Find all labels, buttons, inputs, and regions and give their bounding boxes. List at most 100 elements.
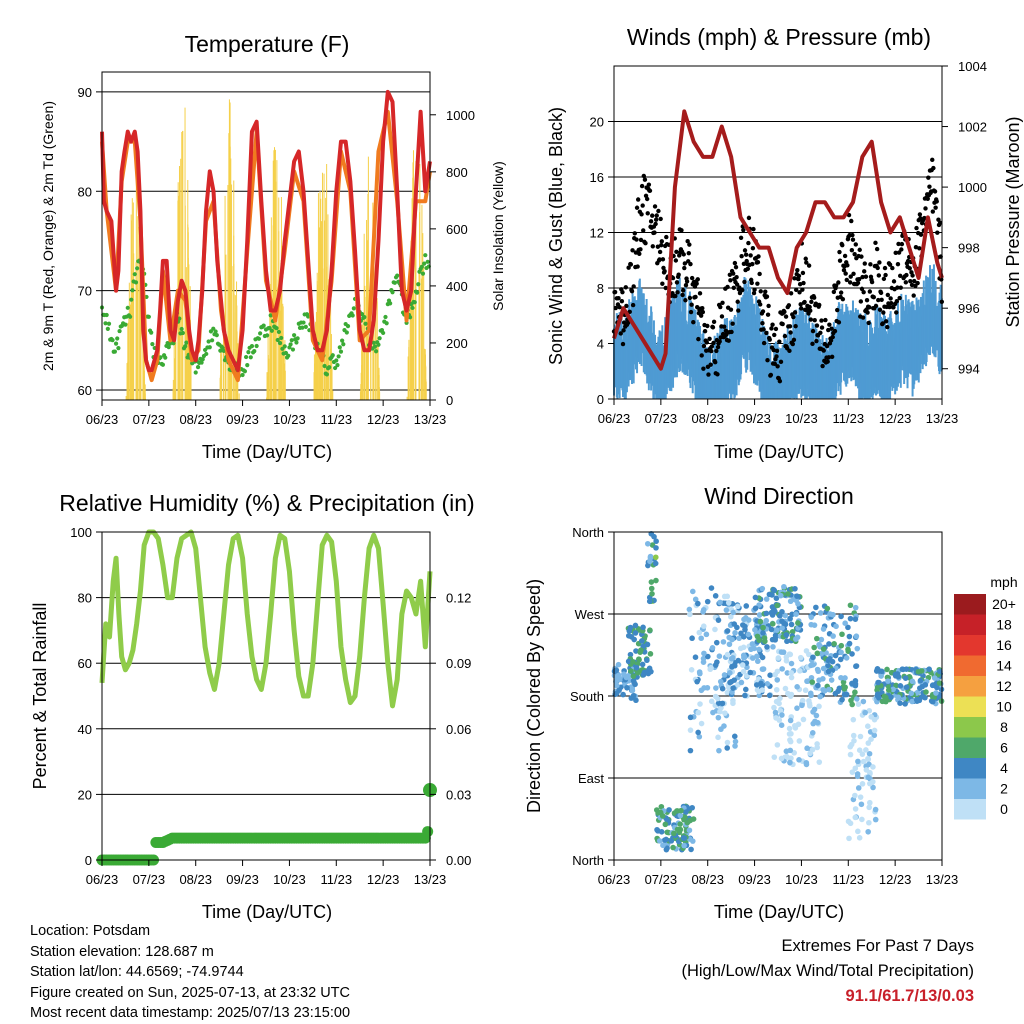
- direction-point: [821, 687, 828, 694]
- dewpoint-point: [283, 350, 289, 356]
- direction-point: [855, 758, 861, 765]
- direction-point: [704, 598, 711, 605]
- gust-point: [632, 231, 638, 236]
- gust-point: [635, 264, 640, 269]
- gust-point: [656, 208, 661, 214]
- gust-point: [918, 232, 924, 237]
- direction-point: [787, 598, 794, 605]
- gust-point: [858, 299, 864, 304]
- direction-point: [809, 679, 816, 685]
- direction-point: [700, 606, 707, 613]
- colorbar-label: 8: [1000, 719, 1008, 735]
- direction-point: [827, 611, 833, 617]
- gust-point: [660, 281, 665, 286]
- gust-point: [701, 366, 706, 371]
- gust-point: [728, 307, 734, 312]
- gust-point: [801, 280, 806, 286]
- dewpoint-point: [195, 364, 201, 370]
- direction-point: [817, 693, 823, 700]
- gust-point: [912, 278, 917, 284]
- direction-point: [832, 652, 839, 659]
- gust-point: [722, 324, 727, 329]
- y-tick-label: 70: [78, 284, 92, 299]
- gust-point: [895, 261, 901, 267]
- gust-point: [728, 278, 733, 283]
- dewpoint-point: [290, 347, 296, 352]
- gust-point: [833, 283, 839, 288]
- direction-point: [735, 657, 742, 664]
- direction-point: [769, 621, 776, 627]
- gust-point: [930, 157, 935, 163]
- dewpoint-point: [286, 353, 291, 358]
- direction-point: [814, 666, 821, 673]
- gust-point: [646, 182, 652, 187]
- colorbar-swatch: [954, 778, 986, 799]
- direction-plot-area: [611, 530, 945, 853]
- direction-point: [847, 602, 854, 609]
- gust-point: [652, 204, 658, 209]
- direction-point: [677, 812, 684, 819]
- direction-point: [855, 785, 862, 791]
- winds-title: Winds (mph) & Pressure (mb): [627, 24, 931, 50]
- gust-point: [809, 299, 814, 305]
- gust-point: [788, 291, 794, 296]
- direction-panel: Wind Direction NorthEastSouthWestNorth06…: [524, 483, 1018, 922]
- direction-point: [777, 592, 784, 599]
- dewpoint-point: [362, 315, 367, 320]
- x-tick-label: 07/23: [133, 412, 166, 427]
- gust-point: [883, 272, 888, 278]
- dewpoint-point: [279, 335, 284, 341]
- gust-point: [888, 296, 893, 301]
- direction-point: [781, 583, 787, 590]
- gust-point: [621, 328, 626, 333]
- gust-point: [702, 329, 708, 334]
- dewpoint-point: [345, 324, 351, 329]
- dewpoint-point: [243, 354, 249, 360]
- direction-point: [653, 538, 659, 545]
- direction-point: [720, 639, 727, 645]
- direction-point: [843, 691, 850, 698]
- temperature-plot-area: [99, 89, 432, 400]
- dewpoint-point: [337, 345, 342, 350]
- direction-point: [933, 690, 939, 696]
- direction-point: [613, 690, 620, 697]
- gust-point: [873, 303, 879, 309]
- gust-point: [739, 253, 744, 259]
- direction-point: [797, 668, 803, 674]
- direction-point: [743, 603, 750, 609]
- direction-point: [804, 745, 810, 752]
- gust-point: [782, 309, 787, 315]
- gust-point: [876, 273, 882, 278]
- direction-point: [879, 698, 886, 705]
- dewpoint-point: [289, 338, 294, 343]
- extremes-title: Extremes For Past 7 Days: [781, 937, 974, 955]
- direction-point: [756, 688, 762, 695]
- gust-point: [691, 319, 696, 325]
- gust-point: [874, 246, 880, 252]
- x-tick-label: 11/23: [320, 412, 352, 427]
- winds-xlabel: Time (Day/UTC): [714, 442, 844, 462]
- direction-point: [870, 784, 876, 791]
- y-tick-label: 0: [85, 853, 92, 868]
- dewpoint-point: [113, 341, 119, 346]
- dewpoint-point: [135, 266, 140, 271]
- direction-point: [648, 668, 654, 675]
- y-right-tick-label: 996: [958, 301, 980, 316]
- gust-point: [773, 326, 779, 332]
- y-tick-label: North: [572, 853, 604, 868]
- gust-point: [689, 275, 695, 281]
- direction-point: [787, 737, 793, 743]
- direction-point: [663, 836, 669, 843]
- dewpoint-point: [208, 329, 214, 334]
- direction-point: [893, 682, 899, 689]
- direction-point: [637, 649, 643, 655]
- gust-point: [647, 188, 653, 193]
- gust-point: [628, 262, 634, 267]
- direction-point: [789, 611, 795, 618]
- direction-point: [903, 666, 910, 672]
- direction-point: [653, 577, 659, 584]
- gust-point: [790, 341, 796, 347]
- gust-point: [897, 295, 902, 301]
- y-right-tick-label: 0.12: [446, 591, 471, 606]
- direction-point: [770, 586, 777, 593]
